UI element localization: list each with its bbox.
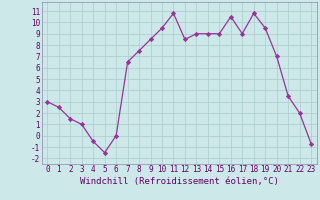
X-axis label: Windchill (Refroidissement éolien,°C): Windchill (Refroidissement éolien,°C) [80,177,279,186]
